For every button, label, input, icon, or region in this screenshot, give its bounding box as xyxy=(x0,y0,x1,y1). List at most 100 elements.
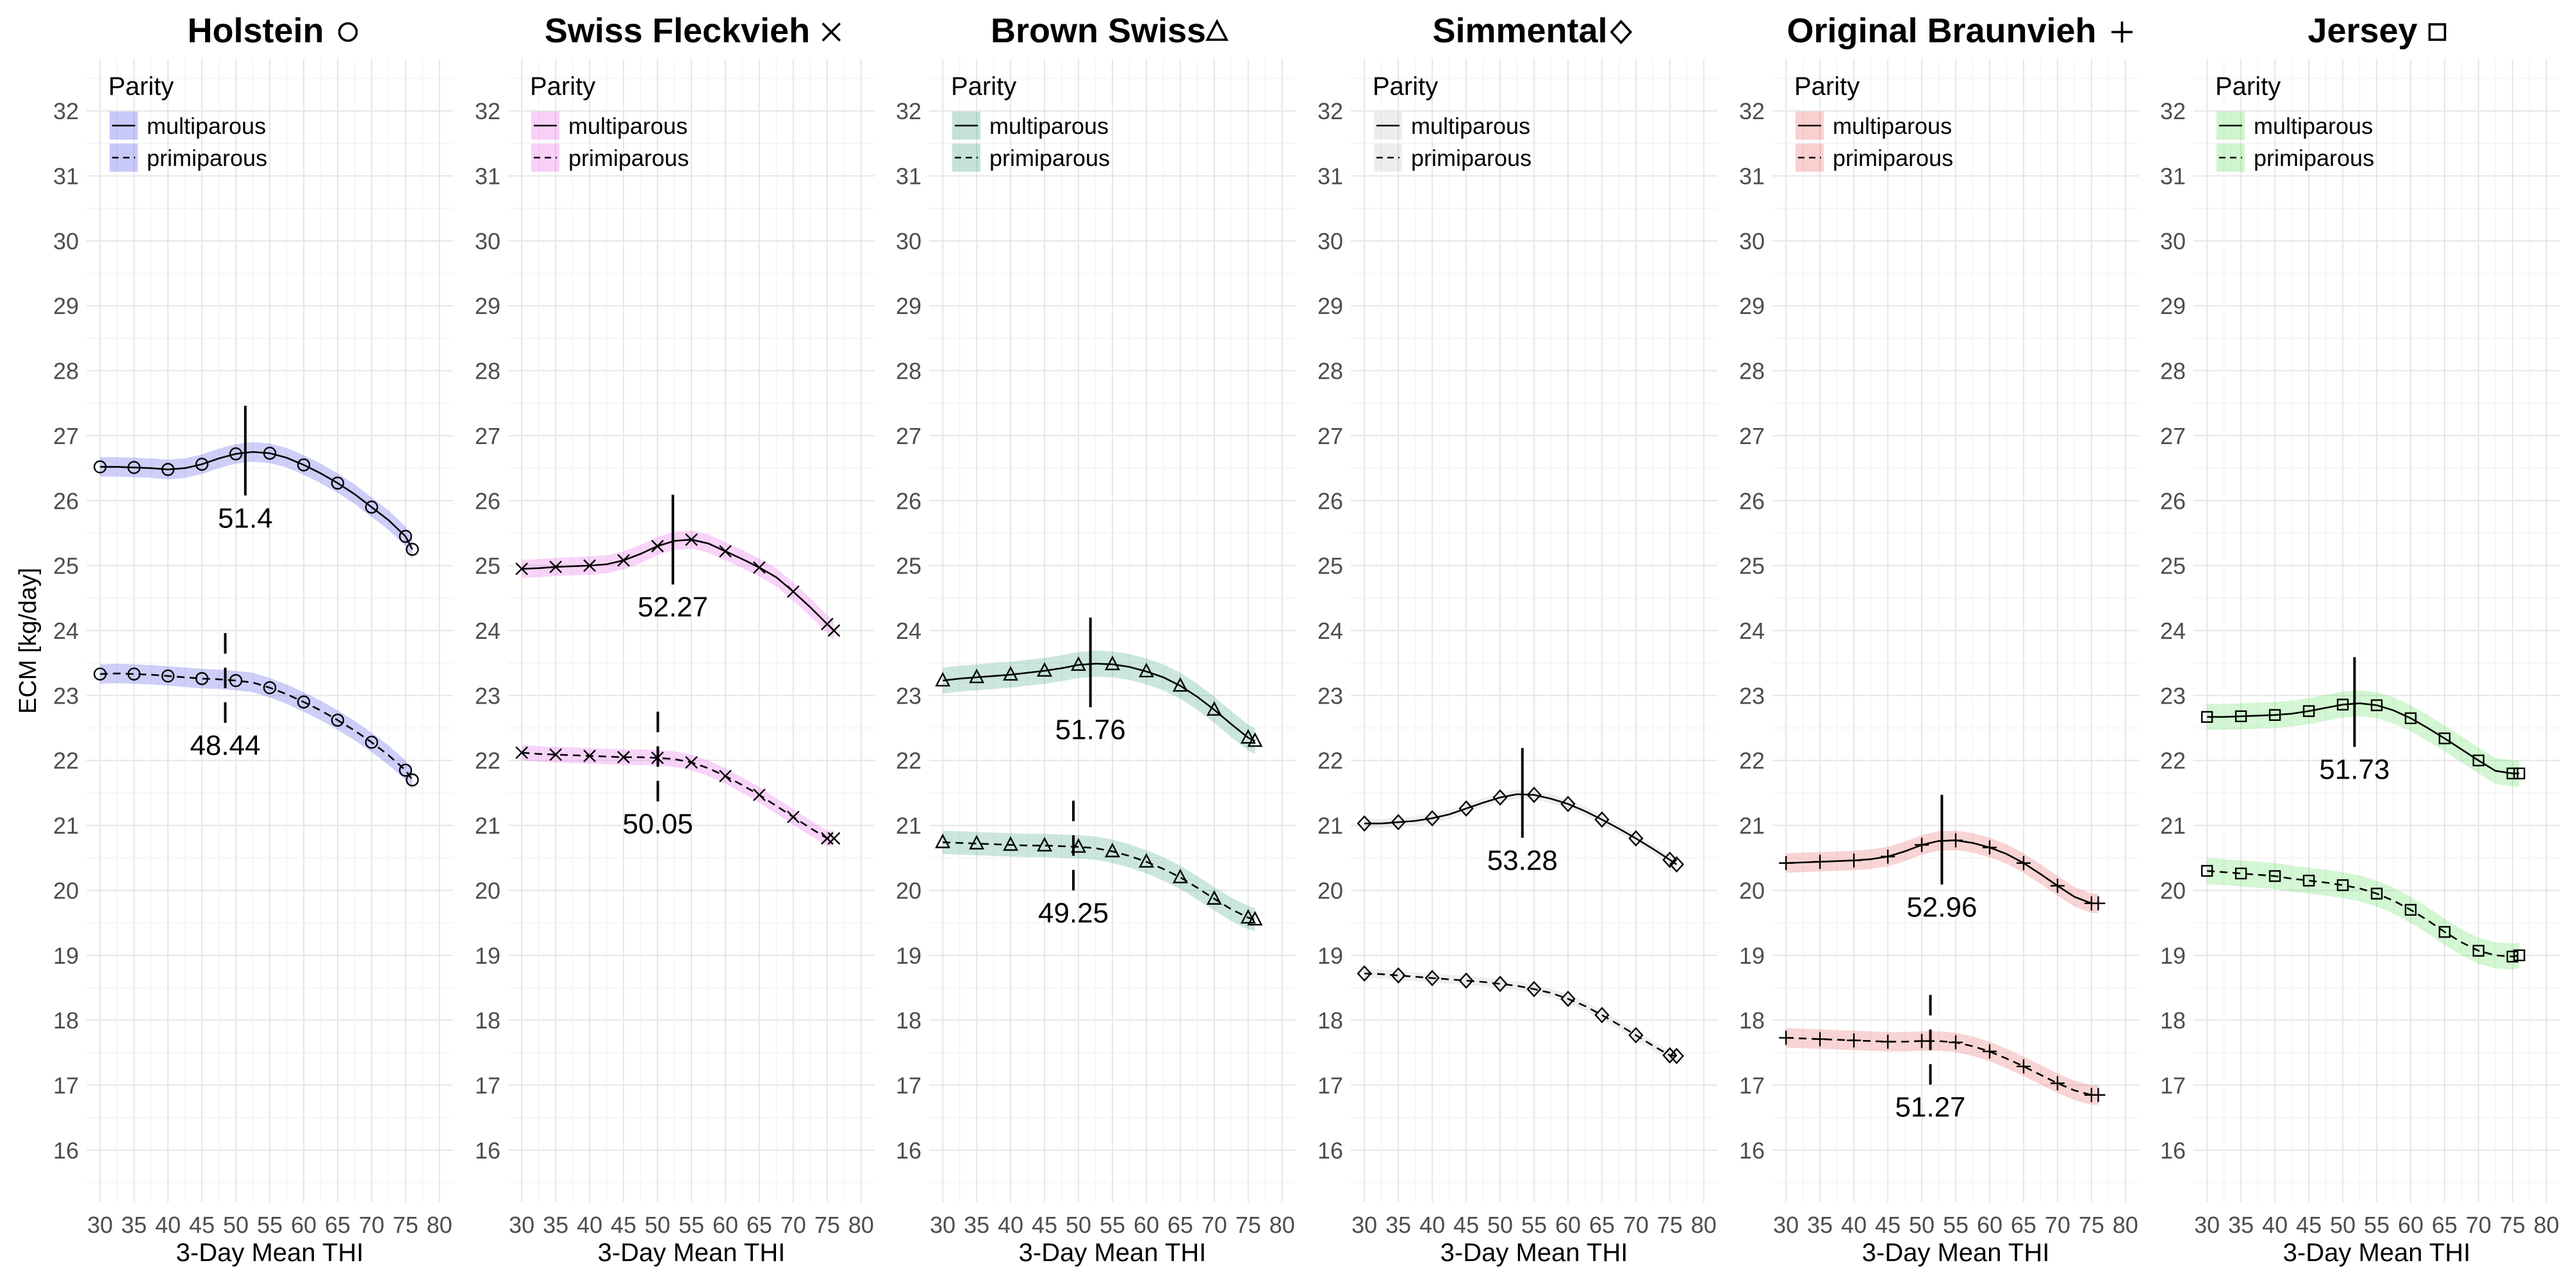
data-point xyxy=(1526,786,1542,804)
data-point xyxy=(1982,1044,1997,1059)
data-point xyxy=(787,811,800,823)
y-tick-label: 18 xyxy=(53,1007,79,1034)
title-marker xyxy=(2111,21,2133,43)
x-tick-label: 65 xyxy=(2011,1212,2036,1238)
x-tick-label: 70 xyxy=(1623,1212,1649,1238)
data-point xyxy=(1206,890,1222,905)
data-point xyxy=(1247,911,1263,926)
y-tick-label: 24 xyxy=(896,618,921,644)
confidence-band xyxy=(522,530,834,640)
x-tick-label: 80 xyxy=(1269,1212,1295,1238)
y-tick-label: 28 xyxy=(475,358,500,384)
x-tick-label: 50 xyxy=(2330,1212,2356,1238)
x-tick-label: 75 xyxy=(1235,1212,1261,1238)
x-tick-label: 35 xyxy=(1385,1212,1411,1238)
y-tick-label: 18 xyxy=(475,1007,500,1034)
data-point xyxy=(195,458,209,471)
data-point xyxy=(515,562,529,575)
y-tick-label: 30 xyxy=(475,228,500,254)
y-tick-label: 22 xyxy=(475,748,500,774)
x-tick-label: 50 xyxy=(1909,1212,1935,1238)
confidence-band xyxy=(943,650,1255,754)
x-tick-label: 45 xyxy=(1453,1212,1479,1238)
data-point xyxy=(1247,732,1263,747)
x-tick-label: 35 xyxy=(1807,1212,1833,1238)
data-point xyxy=(1357,815,1372,832)
data-point xyxy=(93,460,107,474)
y-tick-label: 31 xyxy=(475,163,500,189)
data-point xyxy=(1594,811,1610,828)
x-tick-label: 45 xyxy=(611,1212,636,1238)
x-tick-label: 30 xyxy=(1351,1212,1377,1238)
legend-label: primiparous xyxy=(989,145,1110,171)
y-tick-label: 26 xyxy=(1739,488,1765,514)
legend-label: multiparous xyxy=(989,113,1109,139)
x-tick-label: 70 xyxy=(1201,1212,1227,1238)
x-axis-label: 3-Day Mean THI xyxy=(1862,1239,2050,1267)
x-tick-label: 30 xyxy=(87,1212,113,1238)
x-tick-label: 40 xyxy=(998,1212,1023,1238)
y-tick-label: 32 xyxy=(896,98,921,124)
y-tick-label: 32 xyxy=(2160,98,2186,124)
x-tick-label: 35 xyxy=(2228,1212,2254,1238)
data-point xyxy=(617,554,630,567)
y-tick-label: 22 xyxy=(1317,748,1343,774)
x-tick-label: 55 xyxy=(1521,1212,1547,1238)
data-point xyxy=(2234,867,2247,880)
legend: Parity multiparous primiparous xyxy=(1373,72,1532,172)
data-point xyxy=(127,461,141,474)
y-tick-label: 21 xyxy=(1317,813,1343,839)
data-point xyxy=(1003,836,1019,851)
y-tick-label: 17 xyxy=(1317,1073,1343,1099)
series-primiparous xyxy=(2200,857,2525,970)
data-point xyxy=(1037,662,1053,677)
y-tick-label: 20 xyxy=(475,877,500,904)
data-point xyxy=(1240,729,1256,744)
x-tick-label: 35 xyxy=(543,1212,568,1238)
panel-title: Simmental xyxy=(1432,12,1607,50)
y-tick-label: 19 xyxy=(1317,943,1343,969)
legend: Parity multiparous primiparous xyxy=(2215,72,2374,172)
data-point xyxy=(583,559,596,572)
data-point xyxy=(2200,711,2213,723)
series-line xyxy=(1364,793,1678,865)
confidence-band xyxy=(100,442,413,559)
y-tick-label: 29 xyxy=(475,293,500,319)
diamond-icon xyxy=(1610,19,1633,45)
y-tick-label: 26 xyxy=(896,488,921,514)
series-line xyxy=(943,841,1255,921)
title-marker xyxy=(2428,23,2447,41)
data-point xyxy=(2091,1087,2106,1102)
data-point xyxy=(617,750,630,764)
y-tick-label: 27 xyxy=(896,423,921,449)
data-point xyxy=(1105,843,1120,857)
legend-label: multiparous xyxy=(1833,113,1952,139)
legend-label: multiparous xyxy=(1411,113,1530,139)
peak-label: 52.27 xyxy=(638,591,708,623)
y-tick-label: 16 xyxy=(1739,1137,1765,1164)
y-tick-label: 24 xyxy=(1317,618,1343,644)
data-point xyxy=(1662,1047,1678,1064)
y-tick-label: 30 xyxy=(896,228,921,254)
data-point xyxy=(1881,849,1895,864)
data-point xyxy=(1138,663,1154,678)
data-point xyxy=(2050,1076,2065,1091)
y-tick-label: 16 xyxy=(475,1137,500,1164)
data-point xyxy=(1105,656,1120,670)
y-tick-label: 24 xyxy=(2160,618,2186,644)
data-point xyxy=(1458,800,1474,817)
y-tick-label: 29 xyxy=(2160,293,2186,319)
x-tick-label: 60 xyxy=(1555,1212,1581,1238)
x-tick-label: 55 xyxy=(1943,1212,1969,1238)
y-tick-label: 21 xyxy=(2160,813,2186,839)
y-tick-label: 30 xyxy=(2160,228,2186,254)
x-tick-label: 75 xyxy=(814,1212,840,1238)
series-primiparous xyxy=(1357,965,1685,1064)
legend-title: Parity xyxy=(530,72,595,101)
data-point xyxy=(1847,1033,1862,1048)
confidence-band xyxy=(1786,1028,2099,1105)
data-point xyxy=(2336,698,2349,711)
data-point xyxy=(1172,677,1188,692)
legend-label: multiparous xyxy=(568,113,688,139)
series-primiparous: 49.25 xyxy=(935,800,1263,932)
